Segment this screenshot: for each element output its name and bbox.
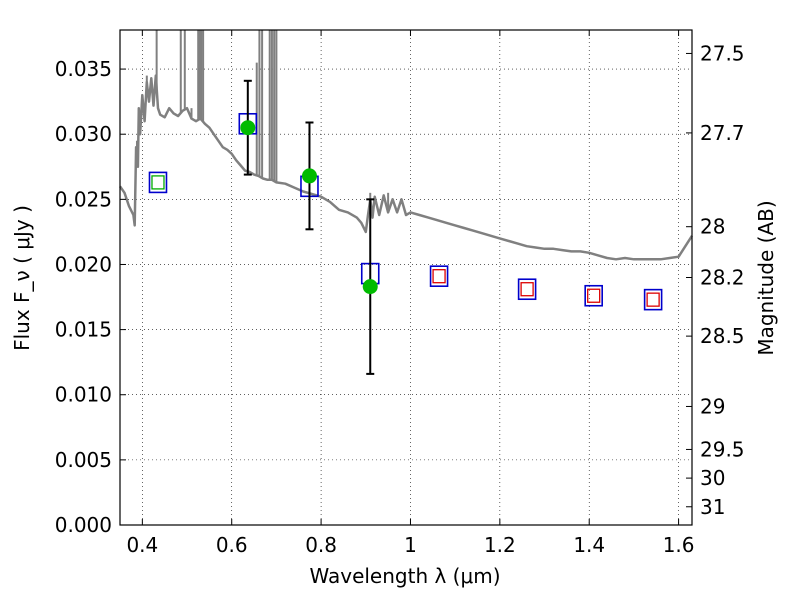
y2-tick-label: 27.7	[700, 121, 745, 145]
y2-tick-label: 31	[700, 495, 725, 519]
model-square-marker	[643, 288, 663, 311]
y2-tick-label: 29	[700, 394, 725, 418]
x-tick-label: 1.2	[484, 533, 516, 557]
spectrum-line	[118, 74, 694, 261]
y-tick-label: 0.005	[55, 448, 112, 472]
y-tick-label: 0.025	[55, 187, 112, 211]
y2-axis-label: Magnitude (AB)	[754, 200, 778, 355]
model-inner-square-marker	[520, 282, 534, 297]
x-tick-label: 0.6	[216, 533, 248, 557]
y-axis-label: Flux F_ν ( μJy )	[10, 205, 34, 351]
plot-frame	[119, 29, 693, 526]
y2-tick-label: 27.5	[700, 41, 745, 65]
observed-flux-point	[362, 279, 378, 295]
y-tick-label: 0.000	[55, 513, 112, 537]
y2-tick-label: 29.5	[700, 437, 745, 461]
model-inner-square-marker	[587, 288, 601, 303]
y-tick-label: 0.020	[55, 252, 112, 276]
observed-flux-point	[301, 168, 317, 184]
y2-tick-label: 28	[700, 215, 725, 239]
y-tick-label: 0.015	[55, 318, 112, 342]
y-tick-label: 0.035	[55, 57, 112, 81]
x-tick-label: 1	[404, 533, 417, 557]
observed-flux-point	[240, 120, 256, 136]
model-square-marker	[517, 278, 537, 301]
y2-tick-label: 30	[700, 466, 725, 490]
grid-lines	[120, 30, 692, 526]
model-inner-square-marker	[646, 292, 660, 307]
model-square-marker	[148, 171, 168, 194]
y2-tick-label: 28.5	[700, 324, 745, 348]
model-inner-square-marker	[432, 269, 446, 284]
axis-ticks: 0.4 0.6 0.8 1 1.2 1.4 1.6 0.000 0.005 0.010 0.015 0…	[55, 30, 745, 557]
model-inner-square-marker	[151, 175, 165, 190]
y-tick-label: 0.030	[55, 122, 112, 146]
y2-tick-label: 28.2	[700, 266, 745, 290]
x-tick-label: 1.4	[573, 533, 605, 557]
y-tick-label: 0.010	[55, 383, 112, 407]
x-axis-label: Wavelength λ (μm)	[309, 564, 500, 588]
x-tick-label: 0.4	[126, 533, 158, 557]
model-spectrum	[118, 30, 694, 261]
data-markers	[148, 79, 663, 375]
model-square-marker	[584, 284, 603, 307]
x-tick-label: 1.6	[663, 533, 695, 557]
model-square-marker	[429, 265, 449, 287]
x-tick-label: 0.8	[305, 533, 337, 557]
